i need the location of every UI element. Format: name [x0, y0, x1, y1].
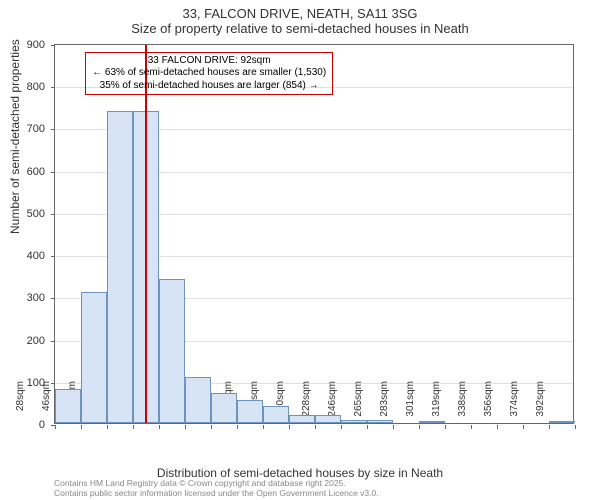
- histogram-bar: [341, 420, 367, 423]
- x-tick: [497, 425, 498, 429]
- y-tick: [51, 341, 55, 342]
- y-tick-label: 800: [5, 81, 45, 93]
- x-tick: [471, 425, 472, 429]
- x-tick: [367, 425, 368, 429]
- histogram-bar: [185, 377, 211, 423]
- y-tick: [51, 87, 55, 88]
- x-tick: [445, 425, 446, 429]
- histogram-bar: [237, 400, 263, 423]
- y-axis-label: Number of semi-detached properties: [8, 39, 22, 234]
- annotation-line: 33 FALCON DRIVE: 92sqm: [90, 55, 328, 68]
- y-tick: [51, 298, 55, 299]
- chart-area: 010020030040050060070080090028sqm46sqm64…: [54, 44, 574, 424]
- y-tick-label: 700: [5, 123, 45, 135]
- x-tick: [315, 425, 316, 429]
- annotation-box: 33 FALCON DRIVE: 92sqm← 63% of semi-deta…: [85, 52, 333, 96]
- x-tick: [575, 425, 576, 429]
- x-tick-label: 374sqm: [509, 381, 520, 429]
- title-block: 33, FALCON DRIVE, NEATH, SA11 3SG Size o…: [0, 0, 600, 36]
- x-tick: [523, 425, 524, 429]
- x-tick: [393, 425, 394, 429]
- x-tick: [55, 425, 56, 429]
- y-tick-label: 600: [5, 166, 45, 178]
- histogram-bar: [315, 415, 341, 423]
- y-tick-label: 300: [5, 292, 45, 304]
- histogram-bar: [55, 389, 81, 423]
- y-tick-label: 200: [5, 335, 45, 347]
- x-tick: [159, 425, 160, 429]
- plot-area: 010020030040050060070080090028sqm46sqm64…: [54, 44, 574, 424]
- histogram-bar: [211, 393, 237, 423]
- y-tick: [51, 256, 55, 257]
- y-tick-label: 500: [5, 208, 45, 220]
- annotation-line: 35% of semi-detached houses are larger (…: [90, 80, 328, 93]
- x-tick-label: 338sqm: [457, 381, 468, 429]
- x-tick-label: 46sqm: [41, 381, 52, 429]
- histogram-bar: [419, 421, 445, 423]
- x-tick: [211, 425, 212, 429]
- x-tick: [419, 425, 420, 429]
- attribution-line: Contains public sector information licen…: [54, 488, 379, 498]
- annotation-line: ← 63% of semi-detached houses are smalle…: [90, 67, 328, 80]
- x-tick-label: 301sqm: [405, 381, 416, 429]
- y-tick: [51, 214, 55, 215]
- attribution: Contains HM Land Registry data © Crown c…: [54, 478, 379, 498]
- y-tick-label: 900: [5, 39, 45, 51]
- property-marker-line: [145, 45, 147, 423]
- histogram-bar: [549, 421, 575, 423]
- x-tick: [341, 425, 342, 429]
- x-tick: [133, 425, 134, 429]
- y-tick: [51, 129, 55, 130]
- histogram-bar: [107, 111, 133, 423]
- x-tick: [81, 425, 82, 429]
- histogram-bar: [367, 420, 393, 423]
- x-tick-label: 356sqm: [483, 381, 494, 429]
- histogram-bar: [81, 292, 107, 423]
- chart-title: 33, FALCON DRIVE, NEATH, SA11 3SG: [0, 6, 600, 21]
- y-tick: [51, 45, 55, 46]
- x-tick: [185, 425, 186, 429]
- x-tick: [549, 425, 550, 429]
- x-tick: [263, 425, 264, 429]
- x-tick: [107, 425, 108, 429]
- histogram-bar: [159, 279, 185, 423]
- y-tick: [51, 172, 55, 173]
- attribution-line: Contains HM Land Registry data © Crown c…: [54, 478, 379, 488]
- x-tick: [237, 425, 238, 429]
- x-tick-label: 28sqm: [15, 381, 26, 429]
- chart-subtitle: Size of property relative to semi-detach…: [0, 21, 600, 36]
- x-tick: [289, 425, 290, 429]
- histogram-bar: [263, 406, 289, 423]
- x-tick-label: 392sqm: [535, 381, 546, 429]
- y-tick-label: 400: [5, 250, 45, 262]
- histogram-bar: [289, 415, 315, 423]
